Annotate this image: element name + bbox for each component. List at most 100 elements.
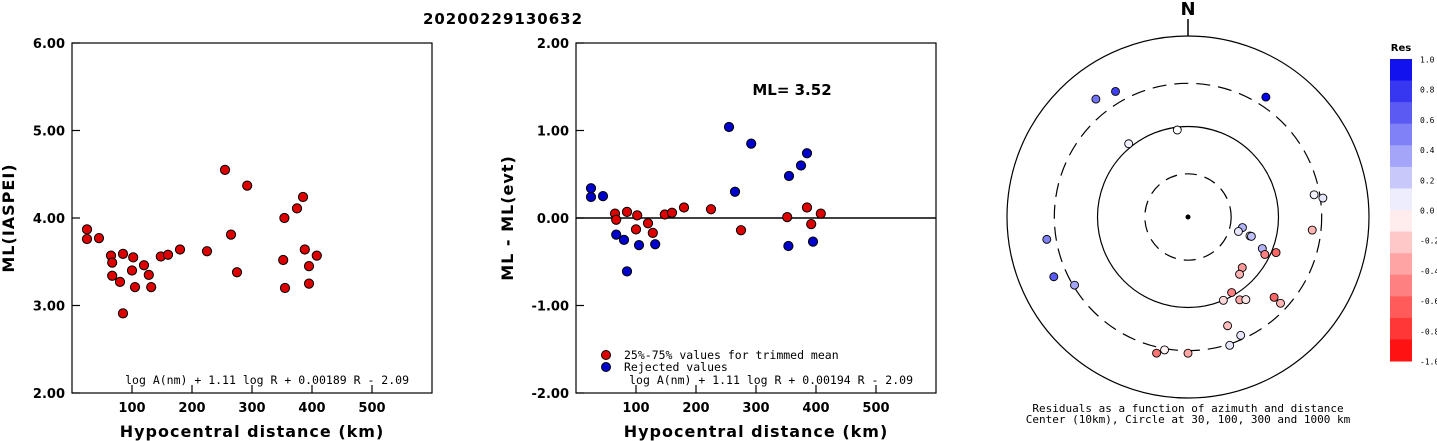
colorbar-segment xyxy=(1390,80,1412,103)
plot1-point-s0 xyxy=(303,278,315,289)
colorbar-segment xyxy=(1390,59,1412,82)
plot1-point-s0 xyxy=(311,250,322,261)
station-residual-point xyxy=(1042,234,1052,244)
plot2-point-s1 xyxy=(650,239,661,250)
plot2-point-s0 xyxy=(611,214,622,225)
colorbar-tick-label: -1.0 xyxy=(1420,358,1437,367)
legend-label-trimmed-mean: 25%-75% values for trimmed mean xyxy=(624,348,839,362)
ring-30km xyxy=(1144,173,1232,261)
colorbar-segment xyxy=(1390,231,1412,254)
station-residual-point xyxy=(1091,94,1101,104)
plot2-point-s0 xyxy=(632,210,643,221)
colorbar-tick-label: -0.6 xyxy=(1420,297,1437,306)
station-residual-point xyxy=(1233,227,1243,236)
plot2-x-tick-label: 200 xyxy=(682,401,709,416)
residual-colorbar: Res 1.0 0.8 0.6 0.4 0.2 0.0 -0.2 -0.4 -0.6 -0.8 -1… xyxy=(1390,43,1437,367)
legend-marker-rejected xyxy=(601,362,611,372)
plot1-point-s0 xyxy=(299,244,310,255)
plot1-y-tick-label: 5.00 xyxy=(33,125,65,140)
plot1-point-s0 xyxy=(129,282,141,293)
plot2-x-tick-label: 300 xyxy=(742,401,769,416)
station-residual-point xyxy=(1236,330,1246,340)
station-residual-point xyxy=(1235,269,1244,279)
plot2-point-s1 xyxy=(611,229,622,240)
plot1-y-axis-label: ML(IASPEI) xyxy=(0,163,18,272)
colorbar-segment xyxy=(1390,188,1412,211)
plot1-point-s0 xyxy=(107,257,118,268)
plot2-point-s1 xyxy=(795,160,807,171)
station-residual-point xyxy=(1218,295,1228,305)
plot2-point-s1 xyxy=(597,191,609,202)
ring-100km xyxy=(1096,125,1280,309)
plot2-point-s0 xyxy=(621,206,633,217)
station-residual-point xyxy=(1227,288,1237,297)
plot1-point-s0 xyxy=(117,308,129,319)
plot1-point-s0 xyxy=(225,229,237,240)
station-residual-point xyxy=(1307,225,1317,235)
plot2-point-s1 xyxy=(585,183,597,194)
plot2-point-s1 xyxy=(801,148,813,159)
colorbar-segment xyxy=(1390,253,1412,276)
plot1-y-tick-label: 6.00 xyxy=(33,37,65,52)
colorbar-tick-label: 0.8 xyxy=(1420,86,1435,95)
plot2-formula: log A(nm) + 1.11 log R + 0.00194 R - 2.0… xyxy=(629,373,913,387)
plot1-point-s0 xyxy=(146,282,157,293)
station-residual-point xyxy=(1318,193,1328,203)
plot2-point-s0 xyxy=(806,219,817,230)
station-residual-point xyxy=(1070,280,1080,290)
plot2-y-tick-label: 0.00 xyxy=(537,212,569,227)
station-residual-point xyxy=(1183,348,1193,358)
station-residual-point xyxy=(1261,92,1271,102)
plot1-frame xyxy=(71,42,433,394)
plot2-point-s0 xyxy=(782,212,793,223)
event-magnitude-annotation: ML= 3.52 xyxy=(752,81,831,99)
polar-caption-line1: Residuals as a function of azimuth and d… xyxy=(1032,402,1343,415)
colorbar-segment xyxy=(1390,102,1412,125)
plot1-point-s0 xyxy=(81,224,93,235)
plot2-point-s0 xyxy=(630,224,642,235)
azimuth-residual-polar-plot: N Residuals as a function of azimuth and… xyxy=(1006,0,1370,426)
plot2-point-s1 xyxy=(621,266,633,277)
station-residual-point xyxy=(1309,190,1319,200)
plot1-x-tick-label: 100 xyxy=(118,401,145,416)
residual-vs-distance-plot: Hypocentral distance (km) ML - ML(evt) M… xyxy=(498,37,937,441)
colorbar-segment xyxy=(1390,166,1412,189)
plot1-y-tick-label: 2.00 xyxy=(33,387,65,402)
colorbar-segment xyxy=(1390,274,1412,297)
station-residual-point xyxy=(1271,248,1281,258)
station-residual-point xyxy=(1246,231,1256,241)
plot1-x-tick-label: 500 xyxy=(358,401,385,416)
plot1-point-s0 xyxy=(81,233,93,245)
plot1-formula: log A(nm) + 1.11 log R + 0.00189 R - 2.0… xyxy=(125,373,409,387)
plot1-point-s0 xyxy=(242,180,253,191)
colorbar-tick-label: 0.2 xyxy=(1420,176,1435,185)
plot2-point-s1 xyxy=(633,240,645,251)
ring-1000km xyxy=(1006,35,1370,399)
plot2-x-tick-label: 400 xyxy=(802,401,829,416)
plot1-point-s0 xyxy=(162,249,174,260)
plot1-point-s0 xyxy=(114,276,126,287)
colorbar-tick-label: -0.4 xyxy=(1420,267,1437,276)
station-residual-point xyxy=(1172,125,1182,135)
station-residual-point xyxy=(1152,348,1162,358)
plot1-point-s0 xyxy=(219,164,231,175)
plot1-point-s0 xyxy=(278,254,289,266)
plot2-point-s1 xyxy=(783,240,794,252)
plot1-point-s0 xyxy=(279,212,290,224)
colorbar-segment xyxy=(1390,339,1412,362)
station-residual-point xyxy=(1111,86,1120,96)
station-residual-point xyxy=(1160,345,1170,355)
station-residual-point xyxy=(1225,340,1235,350)
plot2-y-tick-label: 1.00 xyxy=(537,125,569,140)
colorbar-segment xyxy=(1390,123,1412,146)
plot2-x-tick-label: 500 xyxy=(862,401,889,416)
plot2-y-tick-label: -2.00 xyxy=(532,387,569,402)
plot1-point-s0 xyxy=(279,282,291,294)
polar-caption-line2: Center (10km), Circle at 30, 100, 300 an… xyxy=(1026,413,1351,426)
plot2-legend: 25%-75% values for trimmed mean Rejected… xyxy=(601,348,839,374)
colorbar-segment xyxy=(1390,210,1412,233)
plot1-x-tick-label: 300 xyxy=(238,401,265,416)
plot2-y-tick-label: -1.00 xyxy=(532,300,569,315)
figure-title: 20200229130632 xyxy=(423,10,583,28)
